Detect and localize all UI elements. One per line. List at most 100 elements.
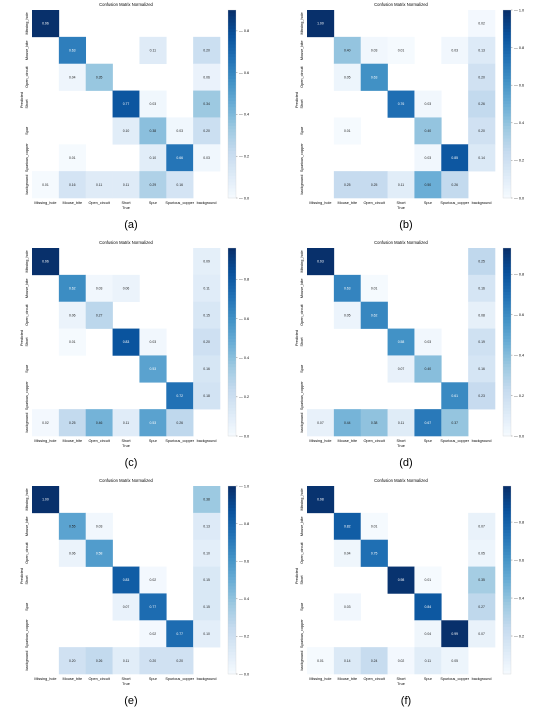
heatmap-cell [166, 144, 194, 172]
colorbar-segment [228, 373, 236, 377]
confusion-matrix-panel: Confusion Matrix Normalized 0.93 0.25 0.63 0… [295, 240, 524, 469]
colorbar-segment [228, 310, 236, 315]
cell-value-label: 0.13 [478, 48, 485, 52]
panel-label: (c) [125, 457, 138, 469]
y-tick-label: Short [25, 337, 29, 347]
colorbar-segment [503, 351, 511, 356]
cell-value-label: 0.26 [478, 102, 485, 106]
heatmap-cell [333, 117, 362, 145]
cell-value-label: 0.46 [96, 421, 103, 425]
colorbar-segment [503, 414, 511, 418]
colorbar-tick-label: — 0.0 [239, 672, 249, 676]
colorbar-tick-label: — 1.0 [514, 8, 524, 12]
cell-value-label: 0.02 [150, 632, 157, 636]
heatmap-cell [85, 301, 113, 329]
colorbar-segment [503, 172, 511, 177]
colorbar-segment [228, 304, 236, 309]
y-tick-label: Missing_hole [300, 488, 304, 510]
colorbar-segment [503, 495, 511, 500]
heatmap-cell [414, 620, 442, 648]
cell-value-label: 0.23 [478, 394, 485, 398]
colorbar-segment [503, 533, 511, 537]
colorbar-segment [503, 429, 511, 434]
heatmap-cell [193, 328, 221, 356]
colorbar-segment [503, 194, 511, 199]
colorbar-segment [228, 82, 236, 86]
y-tick-label: Open_circuit [25, 542, 29, 564]
colorbar-segment [228, 595, 236, 600]
y-tick-label: Short [300, 575, 304, 585]
colorbar-segment [503, 486, 511, 490]
x-tick-label: Open_circuit [363, 201, 385, 205]
colorbar-segment [228, 63, 236, 67]
cell-value-label: 0.96 [42, 22, 49, 26]
x-tick-label: Mouse_bite [62, 201, 82, 205]
colorbar-segment [228, 50, 236, 55]
cell-value-label: 0.01 [344, 129, 351, 133]
y-axis-label: Predicted [295, 330, 299, 346]
heatmap-cell [193, 512, 221, 541]
y-tick-label: Missing_hole [300, 12, 304, 34]
colorbar-segment [228, 376, 236, 381]
heatmap-cell [360, 36, 388, 65]
y-tick-label: background [25, 651, 29, 671]
colorbar-segment [228, 266, 236, 271]
colorbar-segment [503, 426, 511, 431]
heatmap-cell [307, 647, 335, 675]
cell-value-label: 0.98 [317, 498, 324, 502]
x-axis-label: True [397, 682, 405, 686]
colorbar-tick-label: — 0.0 [514, 196, 524, 200]
colorbar-segment [503, 110, 511, 114]
colorbar-segment [503, 138, 511, 143]
cell-value-label: 0.18 [203, 394, 210, 398]
cell-value-label: 0.25 [69, 421, 76, 425]
y-axis-label: Predicted [295, 568, 299, 584]
colorbar-frame [502, 9, 512, 199]
cell-value-label: 0.34 [203, 102, 210, 106]
colorbar-segment [503, 266, 511, 271]
heatmap-cell [193, 539, 221, 567]
colorbar-tick-label: — 0.8 [239, 278, 249, 282]
colorbar-segment [228, 580, 236, 584]
colorbar-segment [228, 53, 236, 58]
y-tick-label: Spurious_copper [300, 381, 304, 410]
cell-value-label: 0.01 [398, 48, 405, 52]
x-tick-label: Open_circuit [88, 677, 110, 681]
colorbar-segment [228, 404, 236, 409]
heatmap-cell [360, 274, 388, 303]
colorbar-segment [228, 248, 236, 252]
heatmap-cell [360, 512, 388, 541]
colorbar-segment [503, 520, 511, 525]
cell-value-label: 0.25 [478, 260, 485, 264]
cell-value-label: 0.03 [176, 129, 183, 133]
heatmap-cell [333, 36, 362, 65]
heatmap-cell [32, 486, 60, 514]
colorbar-segment [503, 661, 511, 666]
colorbar-segment [228, 323, 236, 327]
colorbar-segment [228, 564, 236, 568]
heatmap-cell [414, 593, 442, 621]
colorbar-segment [228, 185, 236, 190]
x-axis-label: True [397, 444, 405, 448]
colorbar-segment [503, 116, 511, 121]
cell-value-label: 0.15 [203, 605, 210, 609]
cell-value-label: 0.83 [123, 340, 130, 344]
colorbar-segment [228, 47, 236, 52]
colorbar-segment [228, 188, 236, 193]
colorbar-segment [228, 623, 236, 628]
heatmap-cell [139, 328, 167, 356]
y-axis-label: Predicted [20, 330, 24, 346]
y-tick-label: Mouse_bite [25, 516, 29, 536]
colorbar-segment [503, 539, 511, 543]
cell-value-label: 0.05 [344, 75, 351, 79]
colorbar-segment [503, 567, 511, 572]
colorbar-segment [228, 251, 236, 255]
cell-value-label: 0.03 [451, 48, 458, 52]
colorbar-segment [228, 104, 236, 108]
colorbar-segment [503, 35, 511, 39]
colorbar-segment [228, 69, 236, 74]
colorbar-segment [228, 432, 236, 437]
cell-value-label: 0.02 [398, 659, 405, 663]
heatmap-cell [112, 566, 140, 594]
colorbar-segment [228, 611, 236, 615]
